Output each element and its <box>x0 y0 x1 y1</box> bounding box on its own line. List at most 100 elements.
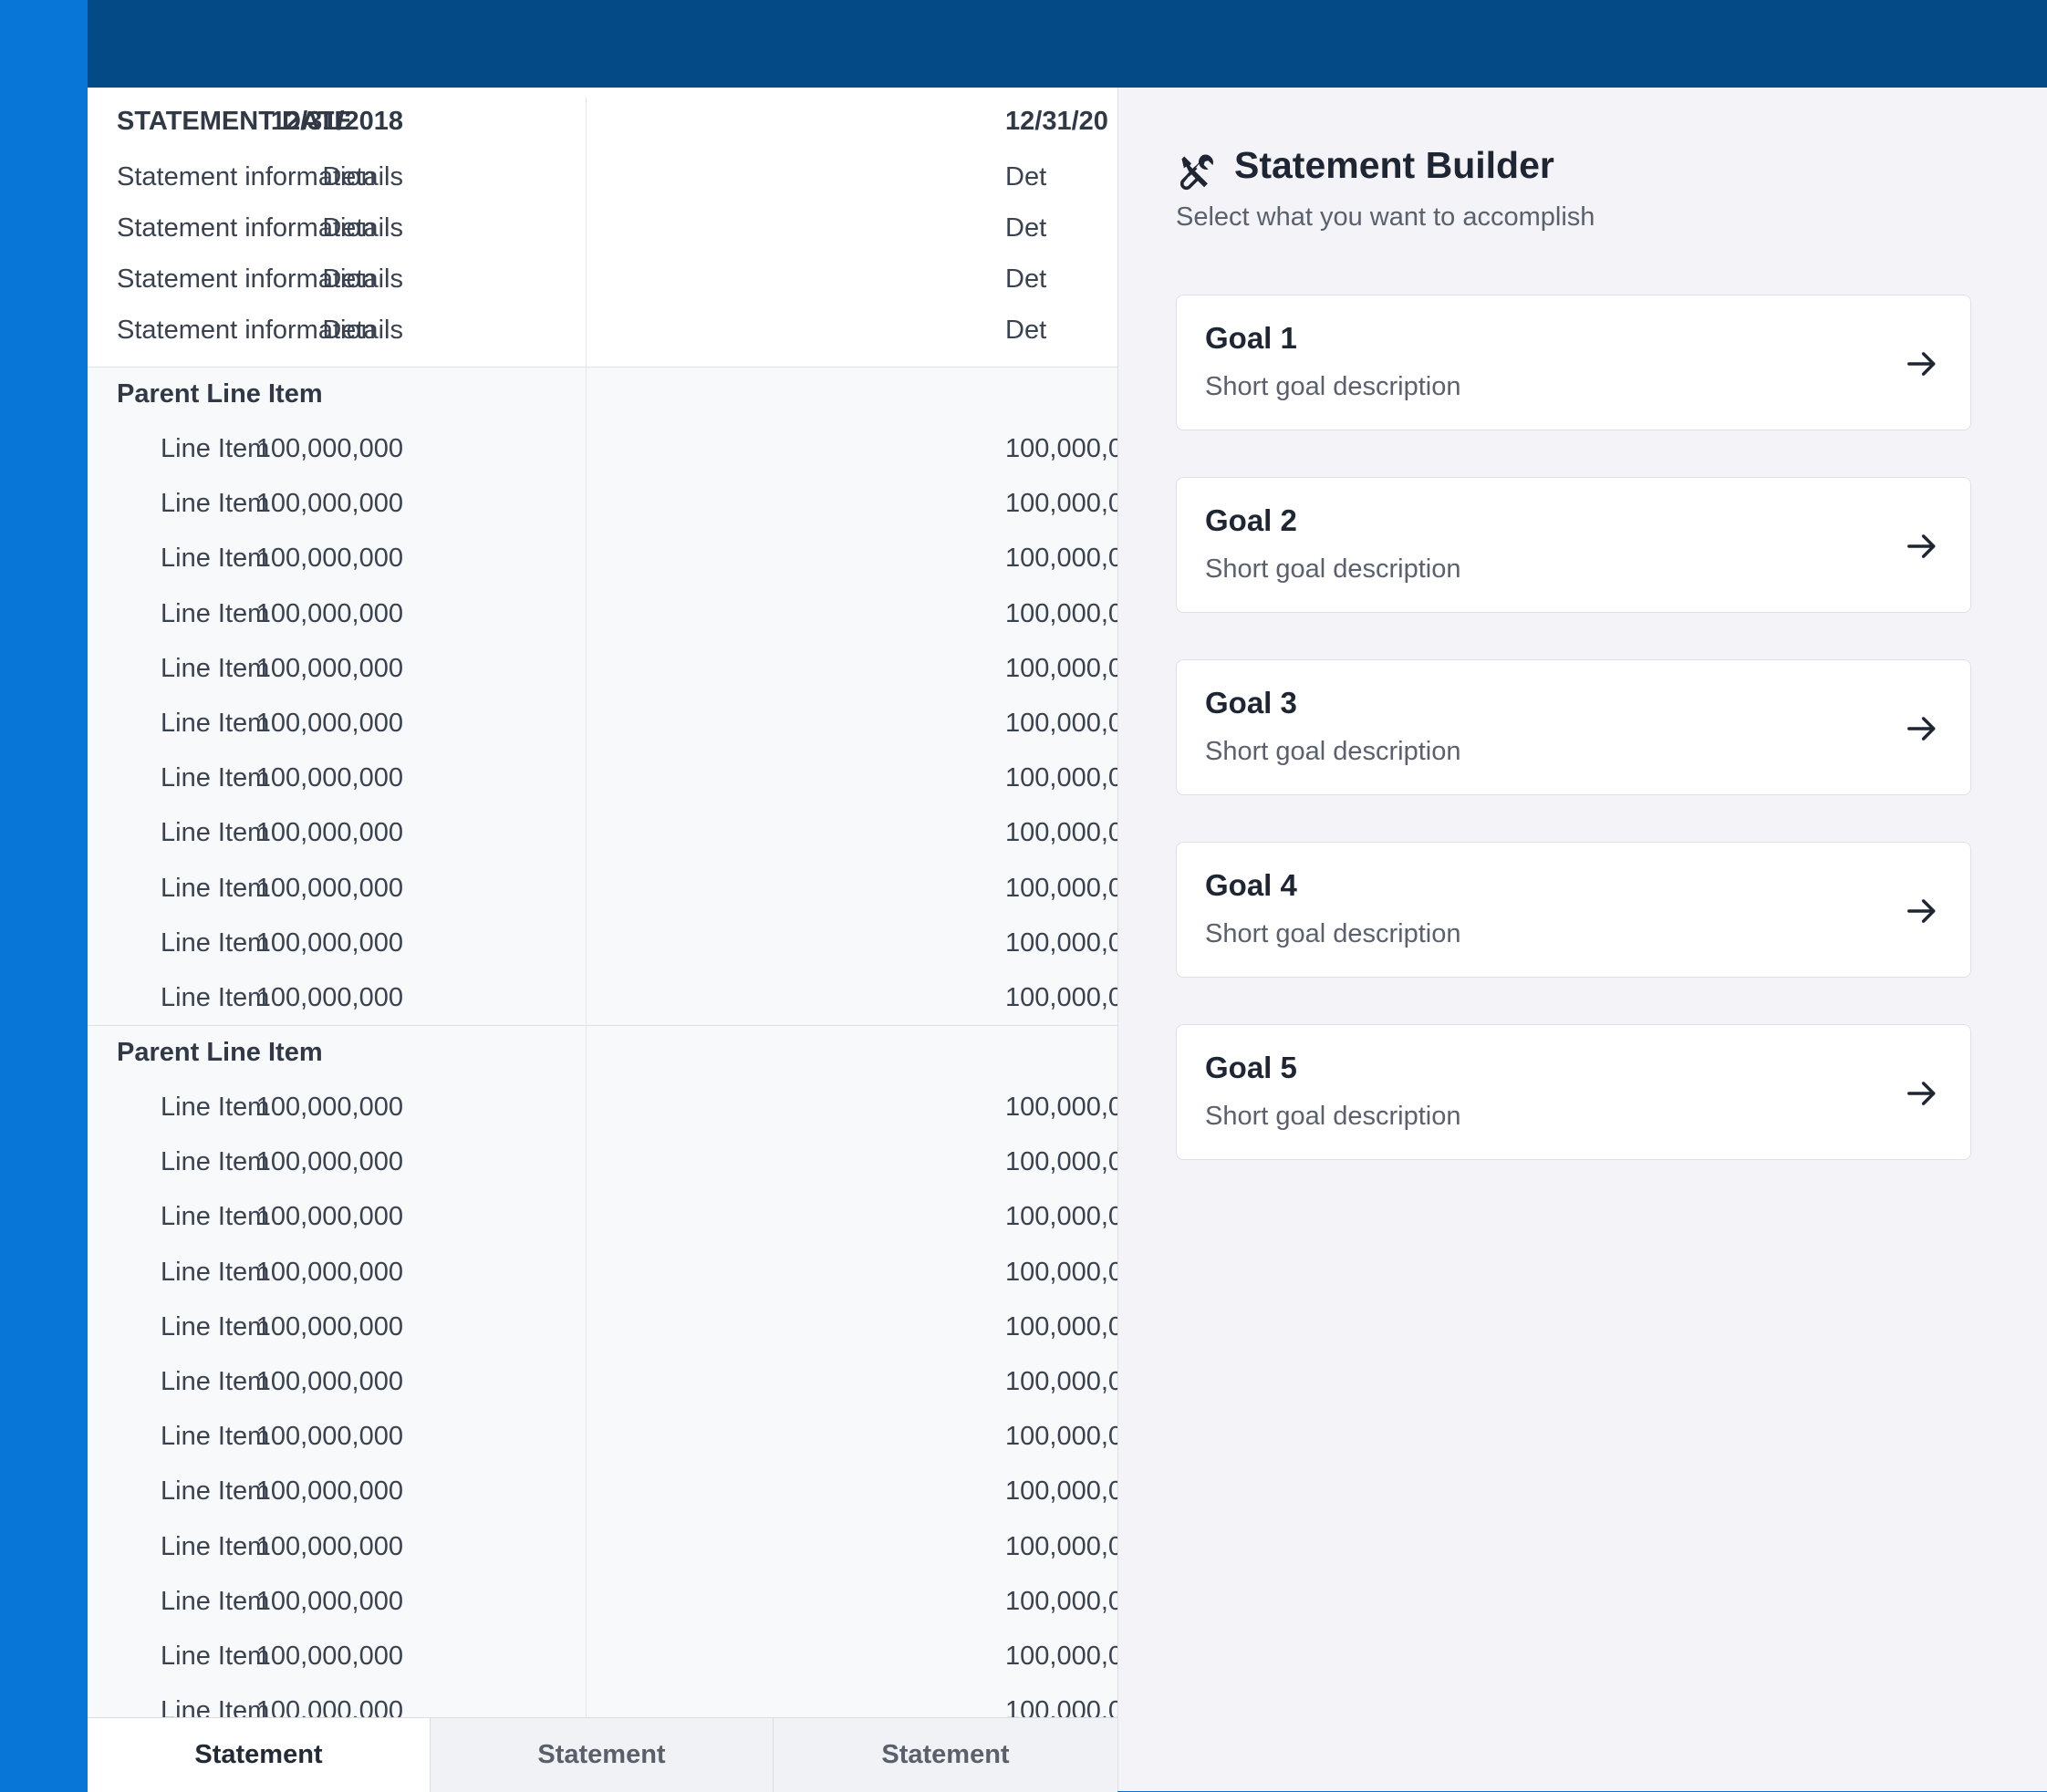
value-cell-col1: Details <box>322 264 403 294</box>
value-cell-col2: Det <box>1005 213 1047 243</box>
statement-date-label: STATEMENT DATE <box>117 107 352 136</box>
line-item-row: Line Item 100,000,000 100,000,0 <box>88 1245 1117 1300</box>
parent-line-item-row: Parent Line Item <box>88 367 1117 421</box>
goal-title: Goal 5 <box>1205 1051 1297 1084</box>
value-cell-col1: 100,000,000 <box>255 709 403 738</box>
tab-divider <box>773 1718 774 1792</box>
value-cell-col2: 100,000,0 <box>1005 1642 1117 1671</box>
value-cell-col2: 100,000,0 <box>1005 1202 1117 1232</box>
value-cell-col2: 100,000,0 <box>1005 1257 1117 1287</box>
value-cell-col2: 100,000,0 <box>1005 1696 1117 1717</box>
line-item-row: Line Item 100,000,000 100,000,0 <box>88 1300 1117 1354</box>
value-cell-col2: 100,000,0 <box>1005 1476 1117 1507</box>
line-item-label: Line Item <box>161 1257 270 1287</box>
goal-card-4[interactable]: Goal 4 Short goal description <box>1176 842 1971 978</box>
line-item-row: Line Item 100,000,000 100,000,0 <box>88 1464 1117 1518</box>
goal-title: Goal 1 <box>1205 321 1297 355</box>
value-cell-col1: 100,000,000 <box>255 927 403 958</box>
value-cell-col2: 100,000,0 <box>1005 653 1117 683</box>
statement-info-row: Statement information Details Det <box>88 150 1117 204</box>
line-item-label: Line Item <box>161 1642 270 1671</box>
line-item-label: Line Item <box>161 927 270 958</box>
goal-card-2[interactable]: Goal 2 Short goal description <box>1176 477 1971 613</box>
arrow-right-icon <box>1907 534 1936 558</box>
goal-title: Goal 3 <box>1205 686 1297 720</box>
value-cell-col1: 100,000,000 <box>255 544 403 574</box>
value-cell-col1: 100,000,000 <box>255 1586 403 1616</box>
statement-builder-panel: Statement Builder Select what you want t… <box>1117 88 2047 1791</box>
goal-description: Short goal description <box>1205 372 1461 401</box>
arrow-right-icon <box>1907 1082 1936 1105</box>
line-item-row: Line Item 100,000,000 100,000,0 <box>88 1519 1117 1574</box>
tab-statement-2[interactable]: Statement <box>537 1740 666 1769</box>
line-item-row: Line Item 100,000,000 100,000,0 <box>88 861 1117 916</box>
value-cell-col2: 100,000,0 <box>1005 927 1117 958</box>
line-item-label: Line Item <box>161 434 270 463</box>
line-item-label: Line Item <box>161 1093 270 1122</box>
value-cell-col2: 100,000,0 <box>1005 818 1117 848</box>
value-cell-col2: 100,000,0 <box>1005 1311 1117 1341</box>
value-cell-col1: 100,000,000 <box>255 1093 403 1122</box>
column-divider <box>586 97 587 1717</box>
value-cell-col1: 100,000,000 <box>255 1257 403 1287</box>
line-item-label: Line Item <box>161 653 270 683</box>
value-cell-col1: Details <box>322 213 403 243</box>
tab-statement-1[interactable]: Statement <box>88 1718 430 1792</box>
info-label: Statement information <box>117 316 376 345</box>
line-item-label: Line Item <box>161 709 270 738</box>
value-cell-col1: 100,000,000 <box>255 598 403 628</box>
value-cell-col2: 100,000,0 <box>1005 709 1117 738</box>
value-cell-col1: 100,000,000 <box>255 1147 403 1177</box>
line-item-row: Line Item 100,000,000 100,000,0 <box>88 1574 1117 1629</box>
line-item-row: Line Item 100,000,000 100,000,0 <box>88 1189 1117 1244</box>
info-label: Statement information <box>117 213 376 243</box>
line-item-label: Line Item <box>161 489 270 519</box>
section-divider <box>88 1025 1117 1026</box>
goal-title: Goal 2 <box>1205 503 1297 537</box>
value-cell-col1: 100,000,000 <box>255 1476 403 1507</box>
value-cell-col1: Details <box>322 316 403 345</box>
panel-title: Statement Builder <box>1234 144 1554 186</box>
tab-statement-3[interactable]: Statement <box>881 1740 1010 1769</box>
goal-card-1[interactable]: Goal 1 Short goal description <box>1176 295 1971 430</box>
section-divider <box>88 367 1117 368</box>
statement-info-row: Statement information Details Det <box>88 201 1117 255</box>
value-cell-col1: 100,000,000 <box>255 1367 403 1396</box>
column-date-2: 12/31/20 <box>1005 107 1108 136</box>
value-cell-col2: 100,000,0 <box>1005 1422 1117 1452</box>
statement-info-row: Statement information Details Det <box>88 252 1117 306</box>
value-cell-col2: Det <box>1005 316 1047 345</box>
value-cell-col2: Det <box>1005 162 1047 192</box>
goal-card-5[interactable]: Goal 5 Short goal description <box>1176 1024 1971 1160</box>
line-item-label: Line Item <box>161 1311 270 1341</box>
line-item-label: Line Item <box>161 1367 270 1396</box>
value-cell-col2: 100,000,0 <box>1005 1367 1117 1396</box>
statement-tabs: Statement Statement Statement <box>88 1717 1117 1792</box>
line-item-row: Line Item 100,000,000 100,000,0 <box>88 531 1117 585</box>
arrow-right-icon <box>1907 717 1936 741</box>
value-cell-col1: 100,000,000 <box>255 818 403 848</box>
value-cell-col2: 100,000,0 <box>1005 1586 1117 1616</box>
line-item-label: Line Item <box>161 763 270 793</box>
line-item-row: Line Item 100,000,000 100,000,0 <box>88 641 1117 696</box>
line-item-row: Line Item 100,000,000 100,000,0 <box>88 696 1117 751</box>
value-cell-col2: Det <box>1005 264 1047 294</box>
parent-line-item-label: Parent Line Item <box>117 379 323 409</box>
value-cell-col1: Details <box>322 162 403 192</box>
line-item-label: Line Item <box>161 1202 270 1232</box>
value-cell-col2: 100,000,0 <box>1005 544 1117 574</box>
line-item-label: Line Item <box>161 1476 270 1507</box>
line-item-row: Line Item 100,000,000 100,000,0 <box>88 970 1117 1025</box>
line-item-row: Line Item 100,000,000 100,000,0 <box>88 805 1117 860</box>
value-cell-col2: 100,000,0 <box>1005 598 1117 628</box>
value-cell-col1: 100,000,000 <box>255 434 403 463</box>
value-cell-col1: 100,000,000 <box>255 653 403 683</box>
value-cell-col2: 100,000,0 <box>1005 1147 1117 1177</box>
line-item-label: Line Item <box>161 598 270 628</box>
panel-subtitle: Select what you want to accomplish <box>1176 202 1595 232</box>
line-item-label: Line Item <box>161 1586 270 1616</box>
value-cell-col1: 100,000,000 <box>255 489 403 519</box>
value-cell-col2: 100,000,0 <box>1005 763 1117 793</box>
line-item-label: Line Item <box>161 1696 270 1717</box>
goal-card-3[interactable]: Goal 3 Short goal description <box>1176 659 1971 795</box>
